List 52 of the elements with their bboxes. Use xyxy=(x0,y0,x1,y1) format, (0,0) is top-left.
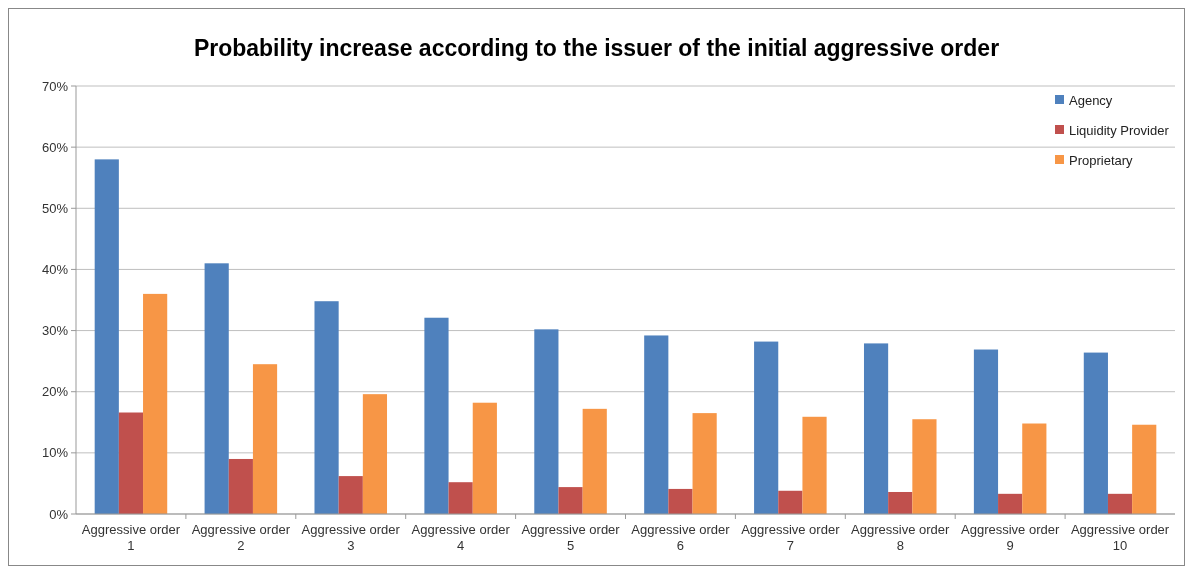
bar xyxy=(912,419,937,514)
bar xyxy=(1107,493,1133,514)
bar xyxy=(448,482,473,514)
bar xyxy=(118,412,144,514)
bar xyxy=(668,488,693,514)
x-tick-label: Aggressive order 3 xyxy=(301,522,401,553)
bar xyxy=(692,413,717,514)
bar xyxy=(338,476,363,514)
bar xyxy=(252,364,278,514)
bar xyxy=(1083,352,1108,514)
bar xyxy=(228,458,253,514)
bar xyxy=(143,293,168,514)
bar xyxy=(973,349,999,514)
bar xyxy=(424,317,449,514)
bar xyxy=(888,491,913,514)
bar xyxy=(472,402,497,514)
y-tick-label: 30% xyxy=(41,323,69,339)
bar xyxy=(998,493,1023,514)
x-tick-label: Aggressive order 9 xyxy=(961,522,1060,553)
x-tick-label: Aggressive order 5 xyxy=(521,522,621,553)
y-tick-label: 70% xyxy=(41,78,69,94)
x-tick-label: Aggressive order 7 xyxy=(741,522,841,553)
x-tick-label: Aggressive order 6 xyxy=(631,522,731,553)
bar xyxy=(863,343,889,514)
y-tick-label: 20% xyxy=(41,384,69,400)
bar xyxy=(558,487,583,514)
chart-title: Probability increase according to the issuer of the initial aggressive order xyxy=(193,35,1000,61)
x-tick-label: Aggressive order 4 xyxy=(411,522,511,553)
bar xyxy=(644,335,669,514)
y-tick-label: 40% xyxy=(41,261,69,277)
bar xyxy=(778,490,803,514)
bar xyxy=(1022,423,1047,514)
bar xyxy=(314,301,339,514)
x-tick-label: Aggressive order 2 xyxy=(191,522,291,553)
bar xyxy=(802,416,827,514)
bar xyxy=(362,394,388,514)
bar xyxy=(94,159,119,514)
bar xyxy=(204,263,229,514)
y-tick-label: 60% xyxy=(41,139,69,155)
x-tick-label: Aggressive order 10 xyxy=(1070,522,1170,553)
bar xyxy=(1132,424,1157,514)
bar xyxy=(754,341,779,514)
y-tick-label: 0% xyxy=(49,506,69,522)
bar xyxy=(534,329,559,514)
y-tick-label: 10% xyxy=(41,445,69,461)
y-tick-label: 50% xyxy=(41,200,69,216)
x-tick-label: Aggressive order 1 xyxy=(81,522,181,553)
legend-label: Liquidity Provider xyxy=(1069,122,1170,138)
legend-label: Agency xyxy=(1069,92,1113,108)
x-tick-label: Aggressive order 8 xyxy=(851,522,951,553)
bar xyxy=(582,408,607,514)
legend-label: Proprietary xyxy=(1069,152,1134,168)
